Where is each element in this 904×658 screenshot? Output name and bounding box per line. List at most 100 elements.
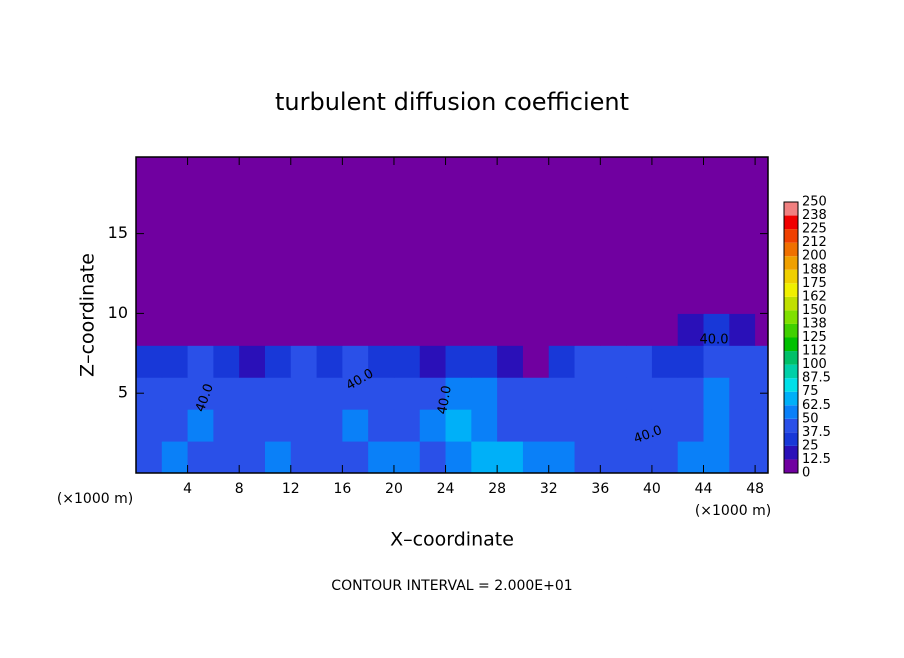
heat-cell <box>213 441 240 473</box>
heat-cell <box>677 345 705 378</box>
heat-cell <box>342 281 369 314</box>
heat-cell <box>471 313 498 346</box>
heat-cell <box>574 441 601 473</box>
heat-cell <box>213 281 240 314</box>
heat-cell <box>755 249 768 282</box>
heat-cell <box>677 217 705 251</box>
colorbar-label: 212 <box>802 235 827 250</box>
colorbar-swatch <box>784 432 798 446</box>
heat-cell <box>755 157 768 187</box>
colorbar-swatch <box>784 256 798 270</box>
heat-cell <box>522 157 550 187</box>
heat-cell <box>264 281 292 314</box>
heat-cell <box>264 249 292 282</box>
heat-cell <box>239 281 266 314</box>
heat-cell <box>626 281 653 314</box>
colorbar-label: 62.5 <box>802 398 831 413</box>
heat-cell <box>368 345 395 378</box>
heat-cell <box>522 345 550 378</box>
heat-cell <box>497 441 524 473</box>
heat-cell <box>755 441 768 473</box>
heat-cell <box>703 217 730 251</box>
heat-cell <box>187 345 214 378</box>
heat-cell <box>290 249 318 282</box>
heat-cell <box>574 249 601 282</box>
x-tick-label: 32 <box>540 481 558 497</box>
heat-cell <box>703 249 730 282</box>
heat-cell <box>651 249 679 282</box>
heat-cell <box>729 185 756 219</box>
x-tick-label: 40 <box>643 481 661 497</box>
heat-cell <box>600 377 627 410</box>
heat-cell <box>187 249 214 282</box>
heat-cell <box>419 313 447 346</box>
heat-cell <box>522 409 550 442</box>
colorbar-swatch <box>784 229 798 243</box>
colorbar-label: 87.5 <box>802 371 831 386</box>
heat-cell <box>419 157 447 187</box>
colorbar-label: 12.5 <box>802 452 831 467</box>
colorbar-label: 150 <box>802 303 827 318</box>
heat-cell <box>239 249 266 282</box>
heat-cell <box>471 185 498 219</box>
heat-cell <box>290 281 318 314</box>
heat-cell <box>342 313 369 346</box>
heat-cell <box>393 249 421 282</box>
heat-cell <box>264 185 292 219</box>
colorbar-swatch <box>784 459 798 473</box>
heat-cell <box>213 377 240 410</box>
heat-cell <box>600 281 627 314</box>
heat-cell <box>600 409 627 442</box>
heat-cell <box>213 217 240 251</box>
heat-cell <box>729 377 756 410</box>
footnote: CONTOUR INTERVAL = 2.000E+01 <box>331 578 572 594</box>
heat-cell <box>497 345 524 378</box>
heat-cell <box>703 281 730 314</box>
heat-cell <box>755 185 768 219</box>
heat-cell <box>677 409 705 442</box>
heat-cell <box>626 157 653 187</box>
heat-cell <box>626 313 653 346</box>
colorbar-swatch <box>784 202 798 216</box>
heat-cell <box>368 249 395 282</box>
heat-cell <box>316 249 343 282</box>
heat-cell <box>161 217 189 251</box>
heat-cell <box>729 409 756 442</box>
heat-cell <box>213 345 240 378</box>
heat-cell <box>187 441 214 473</box>
heat-cell <box>497 217 524 251</box>
heat-cell <box>729 249 756 282</box>
colorbar-swatch <box>784 364 798 379</box>
heat-cell <box>677 157 705 187</box>
heat-cell <box>161 249 189 282</box>
colorbar-swatch <box>784 310 798 324</box>
heat-cell <box>368 157 395 187</box>
heat-cell <box>187 409 214 442</box>
heat-cell <box>703 157 730 187</box>
heat-cell <box>393 377 421 410</box>
heat-cell <box>368 281 395 314</box>
heat-cell <box>136 345 163 378</box>
heat-cell <box>677 281 705 314</box>
colorbar-swatch <box>784 391 798 406</box>
heat-cell <box>626 377 653 410</box>
heat-cell <box>651 345 679 378</box>
heat-cell <box>290 441 318 473</box>
heat-cell <box>239 345 266 378</box>
heat-cell <box>368 313 395 346</box>
heat-cell <box>239 185 266 219</box>
heat-cell <box>368 217 395 251</box>
heat-cell <box>651 377 679 410</box>
heat-cell <box>393 409 421 442</box>
colorbar-label: 250 <box>802 195 827 210</box>
heat-cell <box>497 377 524 410</box>
heat-cell <box>316 377 343 410</box>
heat-cell <box>548 281 576 314</box>
heat-cell <box>419 281 447 314</box>
heat-cell <box>136 441 163 473</box>
heat-cell <box>522 313 550 346</box>
contour-label: 40.0 <box>700 333 729 348</box>
heatmap <box>136 157 768 473</box>
heat-cell <box>239 441 266 473</box>
